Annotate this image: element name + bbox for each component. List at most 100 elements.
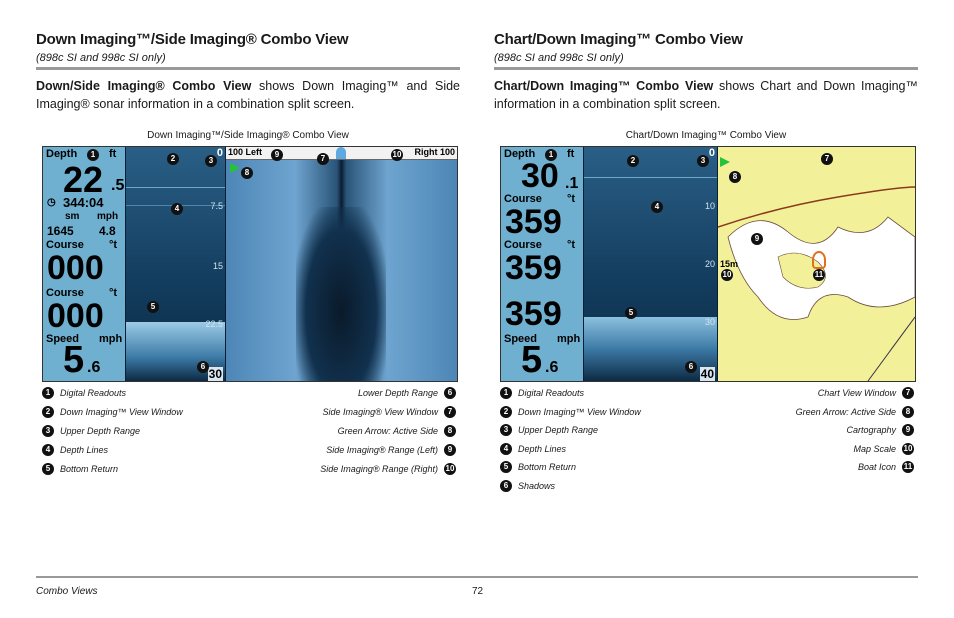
- boat-icon: [812, 251, 826, 269]
- time-readout: 344:04: [63, 195, 104, 210]
- legend-label: Boat Icon: [857, 462, 896, 472]
- depth-decimal: .1: [565, 175, 579, 192]
- side-imaging-window: 100 Left Right 100: [226, 147, 457, 381]
- marker-6: 6: [197, 361, 209, 373]
- marker-4: 4: [651, 201, 663, 213]
- legend-label: Lower Depth Range: [357, 388, 438, 398]
- marker-2: 2: [627, 155, 639, 167]
- bottom-return: [584, 317, 717, 381]
- legend-number: 9: [902, 424, 914, 436]
- legend-number: 10: [444, 463, 456, 475]
- legend-item: Chart View Window 7: [818, 386, 914, 400]
- course-label: Course: [504, 193, 542, 205]
- legend-item: 2 Down Imaging™ View Window: [500, 405, 641, 419]
- green-arrow-icon: [720, 157, 730, 167]
- speed-decimal: .6: [87, 359, 101, 376]
- legend-item: Boat Icon 11: [858, 460, 914, 474]
- speed-small: 4.8: [99, 224, 116, 238]
- marker-4: 4: [171, 203, 183, 215]
- legend-item: Green Arrow: Active Side 8: [338, 424, 456, 438]
- legend-label: Upper Depth Range: [60, 426, 141, 436]
- speed-unit: mph: [557, 333, 581, 345]
- sm-label: sm: [65, 211, 80, 222]
- legend-number: 3: [42, 425, 54, 437]
- left-subtitle: (898c SI and 998c SI only): [36, 52, 166, 64]
- depth-line: [584, 177, 717, 178]
- legend-label: Side Imaging® View Window: [322, 407, 438, 417]
- chart-view-window: 15m: [718, 147, 915, 381]
- course-value: 359: [505, 203, 562, 241]
- course-unit: °t: [109, 239, 118, 251]
- marker-3: 3: [697, 155, 709, 167]
- depth-line: [126, 187, 225, 188]
- side-range-left: 100 Left: [228, 147, 263, 157]
- left-description: Down/Side Imaging® Combo View shows Down…: [36, 77, 460, 113]
- legend-item: 5 Bottom Return: [42, 462, 118, 476]
- legend-label: Shadows: [518, 481, 556, 491]
- course-label: Course: [46, 239, 84, 251]
- legend-number: 7: [902, 387, 914, 399]
- left-desc-bold: Down/Side Imaging® Combo View: [36, 79, 252, 93]
- marker-7: 7: [821, 153, 833, 165]
- right-title: Chart/Down Imaging™ Combo View: [494, 31, 743, 48]
- legend-label: Digital Readouts: [518, 388, 585, 398]
- left-section: Down Imaging™/Side Imaging® Combo View (…: [36, 30, 460, 113]
- upper-depth-range: 0: [708, 147, 715, 159]
- marker-7: 7: [317, 153, 329, 165]
- lower-depth-range: 30: [207, 367, 223, 381]
- course2-unit: °t: [109, 287, 118, 299]
- left-screen: Depth ft 22 .5 ◷ 344:04 sm mph 1645 4.8 …: [42, 146, 458, 382]
- right-subtitle: (898c SI and 998c SI only): [494, 52, 624, 64]
- legend-number: 2: [500, 406, 512, 418]
- marker-3: 3: [205, 155, 217, 167]
- course-value: 000: [47, 249, 104, 287]
- left-digital-readouts: Depth ft 22 .5 ◷ 344:04 sm mph 1645 4.8 …: [43, 147, 125, 381]
- speed-label: Speed: [46, 333, 80, 345]
- legend-number: 11: [902, 461, 914, 473]
- right-description: Chart/Down Imaging™ Combo View shows Cha…: [494, 77, 918, 113]
- legend-label: Down Imaging™ View Window: [518, 407, 641, 417]
- left-title: Down Imaging™/Side Imaging® Combo View: [36, 31, 349, 48]
- marker-9: 9: [271, 149, 283, 161]
- marker-9: 9: [751, 233, 763, 245]
- speed-label: Speed: [504, 333, 538, 345]
- legend-number: 4: [500, 443, 512, 455]
- down-imaging-window: 0 10 20 30 40: [584, 147, 717, 381]
- legend-item: Map Scale 10: [853, 442, 914, 456]
- legend-label: Bottom Return: [60, 464, 119, 474]
- legend-item: 1 Digital Readouts: [42, 386, 126, 400]
- legend-label: Down Imaging™ View Window: [60, 407, 183, 417]
- depth-tick: 20: [704, 259, 715, 269]
- depth-tick: 22.5: [205, 319, 223, 329]
- depth-label: Depth: [46, 148, 78, 160]
- odometer: 1645: [47, 224, 74, 238]
- right-section: Chart/Down Imaging™ Combo View (898c SI …: [494, 30, 918, 113]
- marker-11: 11: [813, 269, 825, 281]
- legend-item: 4 Depth Lines: [500, 442, 566, 456]
- marker-10: 10: [721, 269, 733, 281]
- left-legend: 1 Digital Readouts 2 Down Imaging™ View Wi…: [42, 386, 456, 486]
- upper-depth-range: 0: [216, 147, 223, 159]
- marker-6: 6: [685, 361, 697, 373]
- depth-unit: ft: [567, 148, 575, 160]
- legend-number: 5: [42, 463, 54, 475]
- left-caption: Down Imaging™/Side Imaging® Combo View: [147, 130, 349, 141]
- mph-label: mph: [97, 211, 119, 222]
- legend-item: 1 Digital Readouts: [500, 386, 584, 400]
- depth-tick: 7.5: [210, 201, 223, 211]
- course2-value: 359: [505, 249, 562, 287]
- legend-label: Depth Lines: [60, 445, 109, 455]
- course3-value: 359: [505, 295, 562, 333]
- clock-icon: ◷: [47, 197, 56, 208]
- legend-item: Cartography 9: [846, 423, 914, 437]
- legend-label: Depth Lines: [518, 444, 567, 454]
- course-unit: °t: [567, 193, 576, 205]
- depth-value: 30: [521, 157, 559, 195]
- legend-label: Digital Readouts: [60, 388, 127, 398]
- marker-5: 5: [147, 301, 159, 313]
- lower-depth-range: 40: [699, 367, 715, 381]
- marker-8: 8: [241, 167, 253, 179]
- right-legend: 1 Digital Readouts 2 Down Imaging™ View Wi…: [500, 386, 914, 496]
- legend-item: 4 Depth Lines: [42, 443, 108, 457]
- legend-label: Cartography: [846, 425, 896, 435]
